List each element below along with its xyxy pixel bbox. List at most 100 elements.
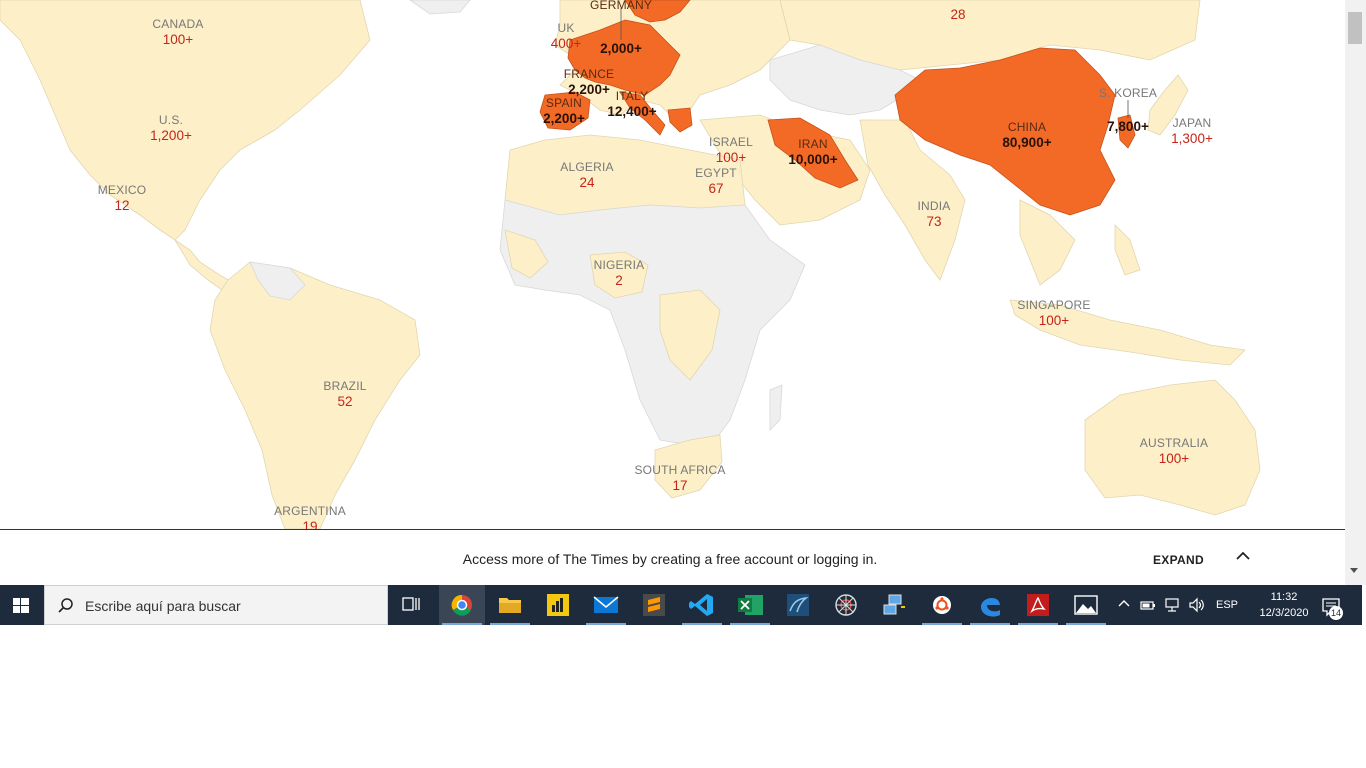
africa-no-data [499, 199, 806, 446]
greece-hot [667, 107, 693, 133]
south-africa-region [654, 434, 723, 499]
file-explorer-taskbar-button[interactable] [487, 585, 533, 625]
label-s-korea-count: 7,800+ [1107, 119, 1149, 134]
spain-count: 2,200+ [543, 111, 585, 126]
system-tray: ESP 11:32 12/3/2020 14 [1110, 585, 1362, 625]
active-indicator [970, 623, 1010, 625]
folder-icon [499, 598, 521, 613]
active-indicator [586, 623, 626, 625]
south-asia-region [859, 119, 966, 281]
power-bi-taskbar-button[interactable] [535, 585, 581, 625]
ubuntu-taskbar-button[interactable] [919, 585, 965, 625]
active-indicator [922, 623, 962, 625]
excel-icon [738, 595, 763, 615]
label-japan: JAPAN 1,300+ [1171, 116, 1213, 146]
vertical-scrollbar[interactable] [1345, 0, 1366, 585]
israel-name: ISRAEL [709, 135, 753, 149]
australia-region [1084, 379, 1261, 516]
chevron-up-icon[interactable] [1236, 551, 1250, 561]
label-uk: UK 400+ [551, 21, 581, 51]
scandinavia-hot [624, 0, 691, 23]
scrollbar-thumb[interactable] [1348, 12, 1362, 44]
network-app-taskbar-button[interactable] [871, 585, 917, 625]
philippines-region [1114, 224, 1141, 276]
label-egypt: EGYPT 67 [695, 166, 737, 196]
power-bi-icon [547, 594, 569, 616]
search-placeholder: Escribe aquí para buscar [85, 598, 241, 614]
photos-taskbar-button[interactable] [1063, 585, 1109, 625]
japan-name: JAPAN [1172, 116, 1212, 130]
expand-button[interactable]: EXPAND [1153, 553, 1204, 567]
label-germany: GERMANY [590, 0, 652, 13]
spider-app-taskbar-button[interactable] [823, 585, 869, 625]
mail-taskbar-button[interactable] [583, 585, 629, 625]
france-count: 2,200+ [568, 82, 610, 97]
mysql-workbench-taskbar-button[interactable] [775, 585, 821, 625]
label-france: FRANCE 2,200+ [564, 67, 615, 97]
account-banner: Access more of The Times by creating a f… [0, 529, 1345, 585]
greenland-region [409, 0, 471, 15]
india-count: 73 [926, 214, 942, 229]
us-name: U.S. [158, 113, 184, 127]
acrobat-taskbar-button[interactable] [1015, 585, 1061, 625]
battery-icon[interactable] [1140, 598, 1156, 612]
excel-taskbar-button[interactable] [727, 585, 773, 625]
label-spain: SPAIN 2,200+ [543, 96, 585, 126]
photos-icon [1074, 595, 1098, 615]
canada-name: CANADA [152, 17, 204, 31]
label-india: INDIA 73 [917, 199, 950, 229]
western-europe-hot [567, 19, 681, 96]
germany-count: 2,000+ [600, 41, 642, 56]
spain-hot [539, 91, 591, 131]
nigeria-count: 2 [615, 273, 623, 288]
central-africa-region [659, 289, 721, 381]
s-korea-name: S. KOREA [1098, 86, 1158, 100]
scroll-down-arrow-icon[interactable] [1350, 568, 1358, 573]
label-south-africa: SOUTH AFRICA 17 [634, 463, 725, 493]
network-computers-icon [883, 594, 905, 615]
south-america-no-data [249, 261, 306, 301]
australia-count: 100+ [1158, 451, 1190, 466]
label-argentina: ARGENTINA 19 [274, 504, 346, 529]
active-indicator [1066, 623, 1106, 625]
sublime-text-taskbar-button[interactable] [631, 585, 677, 625]
japan-region [1147, 74, 1189, 136]
iran-hot [767, 117, 859, 189]
chrome-taskbar-button[interactable] [439, 585, 485, 625]
active-indicator [682, 623, 722, 625]
canada-count: 100+ [162, 32, 194, 47]
italy-name: ITALY [615, 89, 649, 103]
egypt-count: 67 [708, 181, 724, 196]
west-africa-region [504, 229, 549, 279]
active-indicator [442, 623, 482, 625]
search-icon [58, 598, 73, 613]
windows-taskbar: Escribe aquí para buscar [0, 585, 1362, 625]
mexico-name: MEXICO [97, 183, 147, 197]
volume-icon[interactable] [1188, 597, 1206, 613]
taskbar-search-box[interactable]: Escribe aquí para buscar [44, 585, 388, 625]
start-button[interactable] [0, 585, 44, 625]
label-germany-count: 2,000+ [600, 41, 642, 56]
spain-name: SPAIN [545, 96, 583, 110]
network-icon[interactable] [1164, 597, 1180, 613]
brazil-name: BRAZIL [323, 379, 367, 393]
acrobat-icon [1027, 594, 1049, 616]
label-singapore: SINGAPORE 100+ [1017, 298, 1090, 328]
italy-count: 12,400+ [607, 104, 657, 119]
ubuntu-icon [933, 596, 951, 614]
uk-count: 400+ [550, 36, 582, 51]
algeria-name: ALGERIA [560, 160, 614, 174]
spider-web-icon [835, 594, 857, 616]
label-brazil: BRAZIL 52 [323, 379, 366, 409]
south-africa-name: SOUTH AFRICA [634, 463, 726, 477]
chevron-up-icon[interactable] [1118, 598, 1130, 610]
vs-code-taskbar-button[interactable] [679, 585, 725, 625]
algeria-count: 24 [579, 175, 595, 190]
edge-taskbar-button[interactable] [967, 585, 1013, 625]
task-view-button[interactable] [388, 585, 434, 625]
madagascar-region [769, 384, 783, 431]
label-australia: AUSTRALIA 100+ [1140, 436, 1209, 466]
clock[interactable]: 11:32 12/3/2020 [1254, 589, 1314, 621]
input-language[interactable]: ESP [1216, 599, 1239, 611]
argentina-count: 19 [302, 519, 318, 529]
